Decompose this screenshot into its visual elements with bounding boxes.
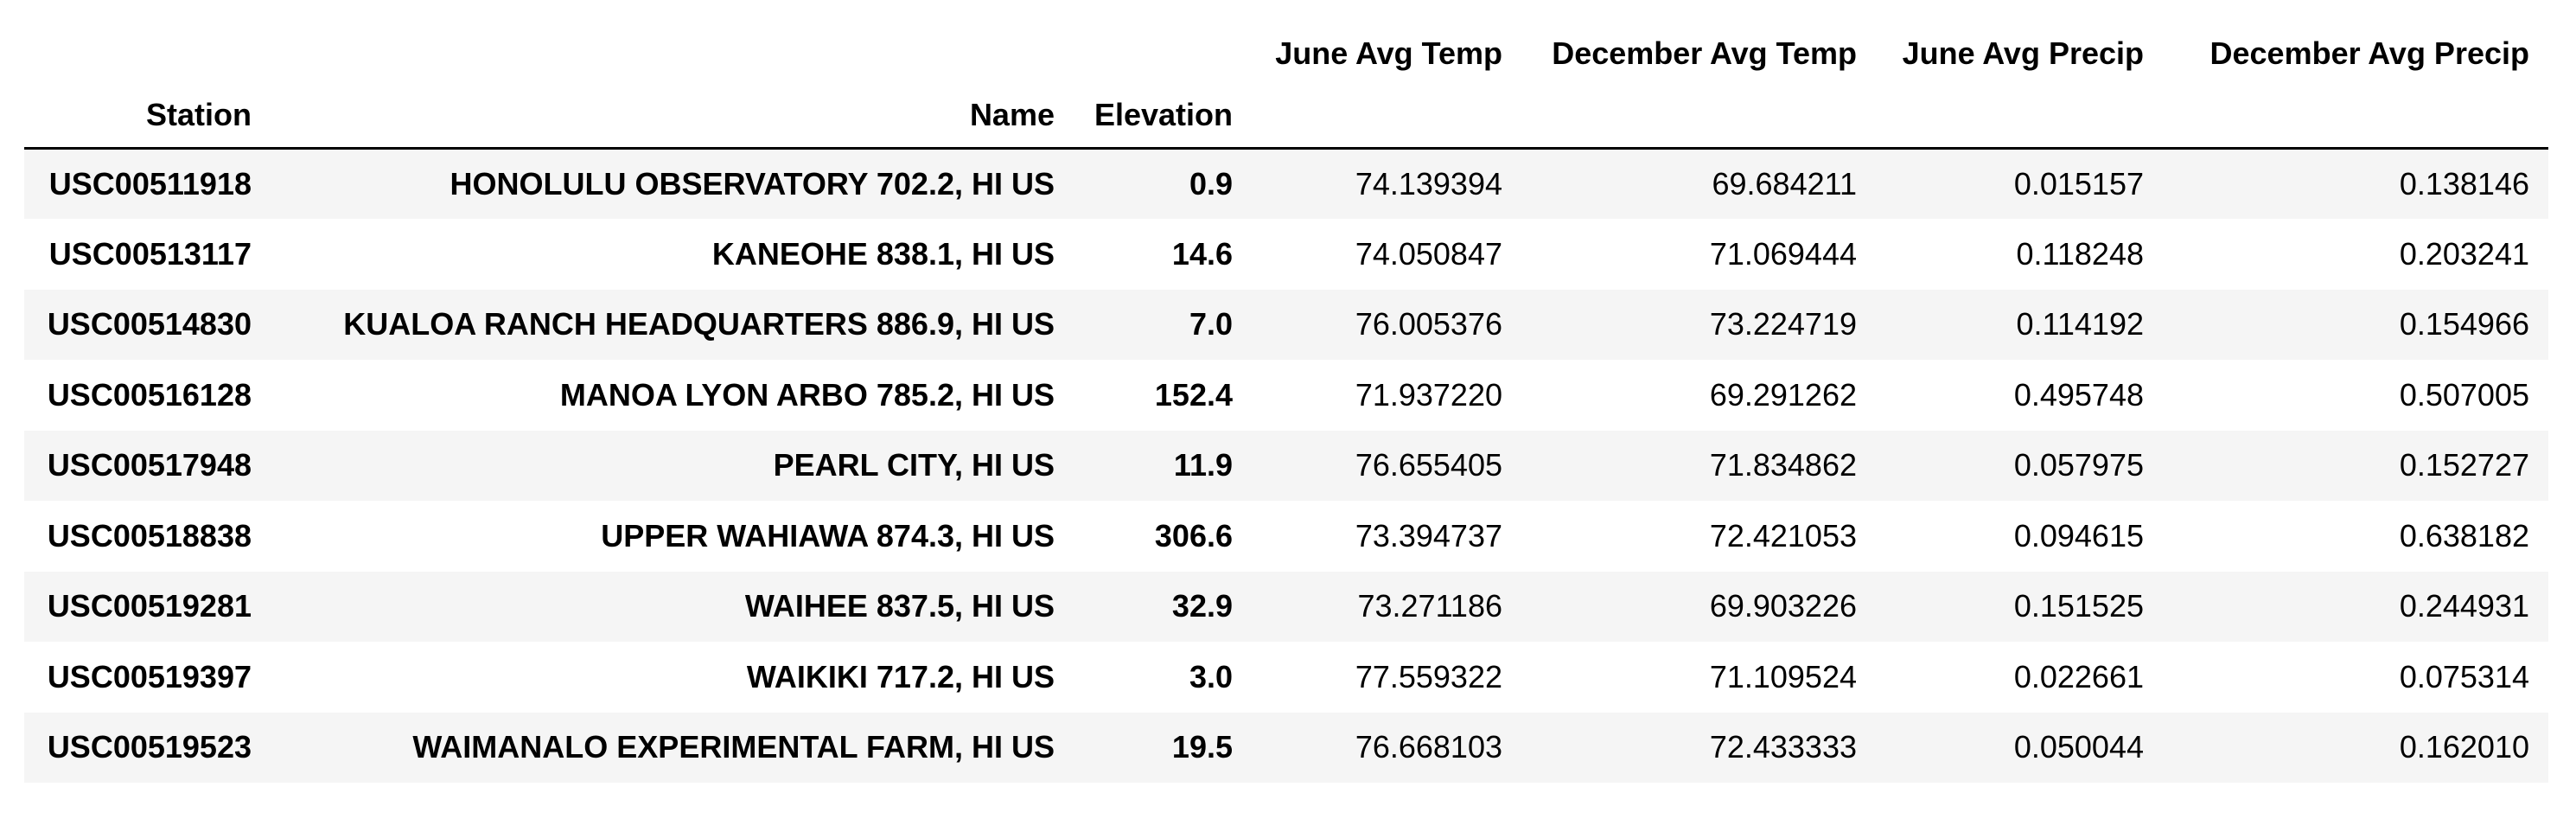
header-blank — [24, 24, 271, 83]
cell-december-avg-precip: 0.152727 — [2399, 447, 2529, 483]
table-row: USC00511918 HONOLULU OBSERVATORY 702.2, H… — [24, 148, 2548, 219]
cell-station: USC00519523 — [47, 729, 252, 765]
cell-name: UPPER WAHIAWA 874.3, HI US — [601, 517, 1055, 553]
cell-december-avg-temp: 71.069444 — [1709, 235, 1857, 272]
data-table: June Avg Temp December Avg Temp June Avg… — [24, 24, 2548, 783]
cell-june-avg-precip: 0.094615 — [2013, 517, 2144, 553]
cell-elevation: 0.9 — [1189, 166, 1233, 202]
header-blank — [1876, 83, 2163, 149]
header-row-columns: June Avg Temp December Avg Temp June Avg… — [24, 24, 2548, 83]
cell-december-avg-precip: 0.138146 — [2399, 166, 2529, 202]
cell-december-avg-temp: 69.291262 — [1709, 376, 1857, 413]
cell-name: KANEOHE 838.1, HI US — [711, 235, 1055, 272]
table-row: USC00514830 KUALOA RANCH HEADQUARTERS 886… — [24, 289, 2548, 360]
cell-station: USC00516128 — [47, 376, 252, 413]
cell-june-avg-temp: 74.050847 — [1355, 235, 1502, 272]
header-blank — [1074, 24, 1252, 83]
cell-name: WAIHEE 837.5, HI US — [744, 588, 1055, 624]
cell-december-avg-temp: 69.684211 — [1712, 166, 1857, 202]
header-blank — [1252, 83, 1521, 149]
cell-name: WAIKIKI 717.2, HI US — [746, 658, 1055, 694]
header-june-avg-temp: June Avg Temp — [1275, 35, 1502, 71]
cell-june-avg-temp: 73.394737 — [1355, 517, 1502, 553]
cell-december-avg-precip: 0.162010 — [2399, 729, 2529, 765]
table-row: USC00516128 MANOA LYON ARBO 785.2, HI US 1… — [24, 360, 2548, 431]
header-blank — [271, 24, 1074, 83]
cell-june-avg-precip: 0.114192 — [2016, 306, 2144, 342]
cell-name: WAIMANALO EXPERIMENTAL FARM, HI US — [412, 729, 1055, 765]
cell-elevation: 32.9 — [1171, 588, 1233, 624]
cell-june-avg-temp: 71.937220 — [1355, 376, 1502, 413]
table-row: USC00519397 WAIKIKI 717.2, HI US 3.0 77.559… — [24, 642, 2548, 713]
cell-station: USC00513117 — [48, 235, 252, 272]
table-row: USC00517948 PEARL CITY, HI US 11.9 76.65540… — [24, 430, 2548, 501]
cell-june-avg-temp: 77.559322 — [1355, 658, 1502, 694]
header-june-avg-precip: June Avg Precip — [1902, 35, 2144, 71]
table-row: USC00513117 KANEOHE 838.1, HI US 14.6 74.05… — [24, 219, 2548, 290]
cell-elevation: 11.9 — [1173, 447, 1233, 483]
cell-june-avg-temp: 76.668103 — [1355, 729, 1502, 765]
header-station: Station — [146, 97, 252, 132]
cell-station: USC00514830 — [47, 306, 252, 342]
cell-june-avg-precip: 0.057975 — [2013, 447, 2144, 483]
cell-elevation: 14.6 — [1171, 235, 1233, 272]
table-header: June Avg Temp December Avg Temp June Avg… — [24, 24, 2548, 149]
cell-elevation: 3.0 — [1189, 658, 1233, 694]
cell-december-avg-temp: 72.421053 — [1709, 517, 1857, 553]
cell-elevation: 7.0 — [1189, 306, 1233, 342]
cell-december-avg-precip: 0.203241 — [2399, 235, 2529, 272]
cell-june-avg-temp: 73.271186 — [1357, 588, 1502, 624]
cell-december-avg-temp: 73.224719 — [1709, 306, 1857, 342]
cell-station: USC00518838 — [47, 517, 252, 553]
header-blank — [1521, 83, 1876, 149]
table-row: USC00518838 UPPER WAHIAWA 874.3, HI US 306… — [24, 501, 2548, 572]
table-row: USC00519281 WAIHEE 837.5, HI US 32.9 73.271… — [24, 571, 2548, 642]
header-elevation: Elevation — [1094, 97, 1233, 132]
header-december-avg-temp: December Avg Temp — [1552, 35, 1857, 71]
cell-elevation: 19.5 — [1171, 729, 1233, 765]
cell-december-avg-precip: 0.507005 — [2399, 376, 2529, 413]
cell-elevation: 306.6 — [1154, 517, 1233, 553]
table-body: USC00511918 HONOLULU OBSERVATORY 702.2, H… — [24, 148, 2548, 783]
cell-name: PEARL CITY, HI US — [773, 447, 1055, 483]
cell-elevation: 152.4 — [1154, 376, 1233, 413]
header-row-index: Station Name Elevation — [24, 83, 2548, 149]
cell-june-avg-precip: 0.151525 — [2013, 588, 2144, 624]
cell-june-avg-temp: 74.139394 — [1355, 166, 1502, 202]
header-blank — [2163, 83, 2548, 149]
cell-december-avg-temp: 69.903226 — [1709, 588, 1857, 624]
cell-december-avg-temp: 72.433333 — [1709, 729, 1857, 765]
cell-december-avg-temp: 71.109524 — [1709, 658, 1857, 694]
cell-december-avg-precip: 0.638182 — [2399, 517, 2529, 553]
cell-name: KUALOA RANCH HEADQUARTERS 886.9, HI US — [343, 306, 1055, 342]
cell-december-avg-precip: 0.154966 — [2399, 306, 2529, 342]
cell-december-avg-temp: 71.834862 — [1709, 447, 1857, 483]
cell-name: MANOA LYON ARBO 785.2, HI US — [559, 376, 1055, 413]
cell-december-avg-precip: 0.075314 — [2399, 658, 2529, 694]
cell-name: HONOLULU OBSERVATORY 702.2, HI US — [450, 166, 1055, 202]
cell-station: USC00511918 — [48, 166, 252, 202]
cell-station: USC00519281 — [47, 588, 252, 624]
cell-june-avg-precip: 0.118248 — [2016, 235, 2144, 272]
cell-june-avg-temp: 76.005376 — [1355, 306, 1502, 342]
cell-june-avg-precip: 0.495748 — [2013, 376, 2144, 413]
header-name: Name — [969, 97, 1055, 132]
cell-june-avg-temp: 76.655405 — [1355, 447, 1502, 483]
cell-june-avg-precip: 0.050044 — [2013, 729, 2144, 765]
cell-december-avg-precip: 0.244931 — [2399, 588, 2529, 624]
table-row: USC00519523 WAIMANALO EXPERIMENTAL FARM, … — [24, 712, 2548, 783]
cell-station: USC00517948 — [47, 447, 252, 483]
cell-station: USC00519397 — [47, 658, 252, 694]
header-december-avg-precip: December Avg Precip — [2209, 35, 2530, 71]
cell-june-avg-precip: 0.015157 — [2013, 166, 2144, 202]
cell-june-avg-precip: 0.022661 — [2013, 658, 2144, 694]
